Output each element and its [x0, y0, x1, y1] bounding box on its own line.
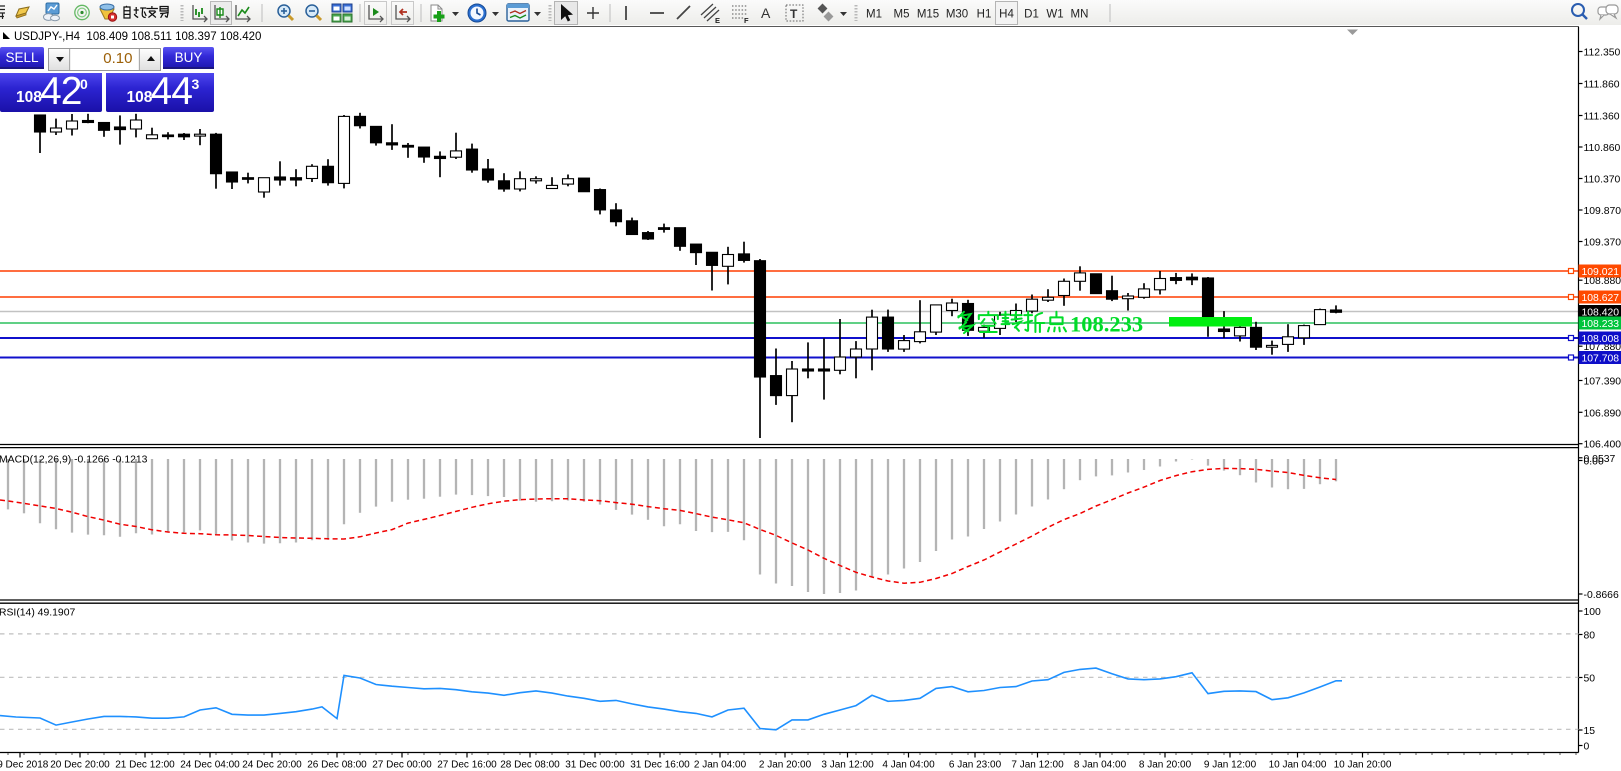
svg-text:2 Jan 20:00: 2 Jan 20:00 — [759, 760, 812, 771]
svg-text:F: F — [744, 16, 749, 25]
svg-text:50: 50 — [1584, 674, 1596, 685]
svg-text:109.870: 109.870 — [1584, 206, 1621, 217]
svg-text:7 Jan 12:00: 7 Jan 12:00 — [1011, 760, 1064, 771]
svg-text:109.370: 109.370 — [1584, 238, 1621, 249]
svg-text:A: A — [761, 5, 771, 21]
svg-text:MN: MN — [1071, 9, 1089, 21]
svg-text:26 Dec 08:00: 26 Dec 08:00 — [307, 760, 367, 771]
svg-text:106.890: 106.890 — [1584, 408, 1621, 419]
svg-text:8 Jan 04:00: 8 Jan 04:00 — [1074, 760, 1127, 771]
svg-text:107.708: 107.708 — [1582, 354, 1620, 365]
svg-text:31 Dec 00:00: 31 Dec 00:00 — [565, 760, 625, 771]
svg-text:0: 0 — [1584, 742, 1590, 753]
svg-text:H4: H4 — [999, 9, 1014, 21]
svg-text:10 Jan 20:00: 10 Jan 20:00 — [1334, 760, 1392, 771]
svg-text:D1: D1 — [1024, 9, 1039, 21]
svg-text:M15: M15 — [917, 9, 939, 21]
svg-text:W1: W1 — [1046, 9, 1063, 21]
svg-text:E: E — [715, 16, 720, 25]
svg-text:20 Dec 20:00: 20 Dec 20:00 — [50, 760, 110, 771]
svg-text:112.350: 112.350 — [1584, 48, 1621, 59]
svg-text:24 Dec 04:00: 24 Dec 04:00 — [180, 760, 240, 771]
svg-text:110.860: 110.860 — [1584, 143, 1621, 154]
svg-text:M5: M5 — [894, 9, 910, 21]
svg-text:H1: H1 — [977, 9, 992, 21]
svg-text:108.420: 108.420 — [1582, 308, 1620, 319]
svg-text:M30: M30 — [946, 9, 968, 21]
svg-text:108.008: 108.008 — [1582, 334, 1620, 345]
svg-text:0.00: 0.00 — [1584, 457, 1604, 468]
svg-text:M1: M1 — [866, 9, 882, 21]
svg-text:31 Dec 16:00: 31 Dec 16:00 — [630, 760, 690, 771]
svg-text:106.400: 106.400 — [1584, 440, 1621, 451]
svg-text:9 Jan 12:00: 9 Jan 12:00 — [1204, 760, 1257, 771]
svg-text:10 Jan 04:00: 10 Jan 04:00 — [1269, 760, 1327, 771]
svg-text:2 Jan 04:00: 2 Jan 04:00 — [694, 760, 747, 771]
svg-text:109.021: 109.021 — [1582, 267, 1620, 278]
svg-text:MACD(12,26,9) -0.1266 -0.1213: MACD(12,26,9) -0.1266 -0.1213 — [0, 455, 148, 466]
svg-text:0.0537: 0.0537 — [1584, 454, 1616, 465]
svg-text:-0.8666: -0.8666 — [1584, 590, 1619, 601]
svg-text:28 Dec 08:00: 28 Dec 08:00 — [500, 760, 560, 771]
svg-text:110.370: 110.370 — [1584, 175, 1621, 186]
svg-text:3 Jan 12:00: 3 Jan 12:00 — [821, 760, 874, 771]
svg-text:8 Jan 20:00: 8 Jan 20:00 — [1139, 760, 1192, 771]
svg-text:107.880: 107.880 — [1584, 342, 1621, 353]
svg-text:USDJPY-,H4 108.409 108.511 10: USDJPY-,H4 108.409 108.511 108.397 108.4… — [14, 31, 261, 43]
svg-text:4 Jan 04:00: 4 Jan 04:00 — [882, 760, 935, 771]
svg-text:108.880: 108.880 — [1584, 276, 1621, 287]
svg-text:RSI(14) 49.1907: RSI(14) 49.1907 — [0, 608, 75, 619]
svg-text:24 Dec 20:00: 24 Dec 20:00 — [242, 760, 302, 771]
svg-text:T: T — [790, 7, 798, 21]
svg-text:111.360: 111.360 — [1584, 112, 1620, 123]
svg-text:6 Jan 23:00: 6 Jan 23:00 — [949, 760, 1002, 771]
svg-text:111.860: 111.860 — [1584, 80, 1620, 91]
svg-text:108.233: 108.233 — [1070, 312, 1143, 337]
svg-text:27 Dec 00:00: 27 Dec 00:00 — [372, 760, 432, 771]
svg-text:108.233: 108.233 — [1582, 319, 1620, 330]
svg-text:107.390: 107.390 — [1584, 377, 1621, 388]
svg-text:100: 100 — [1584, 607, 1602, 618]
svg-text:108.627: 108.627 — [1582, 293, 1620, 304]
svg-text:80: 80 — [1584, 631, 1596, 642]
svg-text:19 Dec 2018: 19 Dec 2018 — [0, 760, 49, 771]
svg-text:21 Dec 12:00: 21 Dec 12:00 — [115, 760, 175, 771]
svg-text:27 Dec 16:00: 27 Dec 16:00 — [437, 760, 497, 771]
svg-text:15: 15 — [1584, 726, 1596, 737]
